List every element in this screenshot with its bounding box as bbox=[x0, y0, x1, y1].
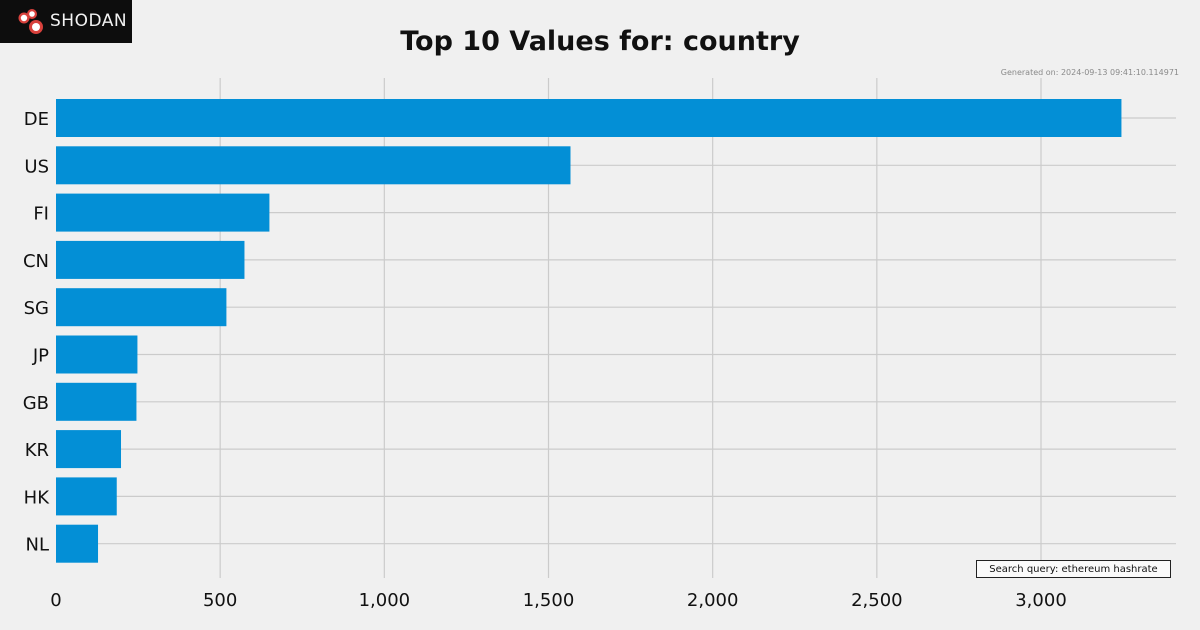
bar-gb bbox=[56, 382, 137, 421]
y-tick-label: CN bbox=[23, 251, 49, 272]
bar-hk bbox=[56, 477, 117, 516]
brand-name: SHODAN bbox=[50, 11, 128, 31]
x-tick-label: 0 bbox=[50, 590, 61, 611]
shodan-logo-icon bbox=[18, 9, 43, 34]
x-tick-label: 1,000 bbox=[359, 590, 411, 611]
y-tick-label: SG bbox=[24, 298, 49, 319]
chart-title: Top 10 Values for: country bbox=[400, 26, 800, 57]
bar-de bbox=[56, 99, 1122, 137]
bar-jp bbox=[56, 335, 138, 374]
x-tick-label: 2,500 bbox=[851, 590, 903, 611]
y-tick-label: DE bbox=[24, 109, 49, 130]
bar-fi bbox=[56, 193, 270, 232]
shodan-logo: SHODAN bbox=[0, 0, 132, 43]
search-query-box: Search query: ethereum hashrate bbox=[976, 560, 1171, 578]
bar-sg bbox=[56, 288, 227, 327]
bar-cn bbox=[56, 240, 245, 279]
generated-timestamp: Generated on: 2024-09-13 09:41:10.114971 bbox=[1000, 68, 1179, 77]
y-tick-label: FI bbox=[33, 204, 49, 225]
y-tick-label: HK bbox=[24, 487, 51, 508]
x-tick-label: 500 bbox=[203, 590, 237, 611]
x-tick-label: 1,500 bbox=[523, 590, 575, 611]
x-tick-label: 3,000 bbox=[1015, 590, 1067, 611]
y-tick-label: NL bbox=[26, 535, 50, 556]
y-tick-label: GB bbox=[23, 393, 49, 414]
y-tick-label: JP bbox=[32, 346, 49, 367]
x-tick-label: 2,000 bbox=[687, 590, 739, 611]
y-tick-label: KR bbox=[25, 440, 49, 461]
bar-kr bbox=[56, 430, 122, 469]
bar-nl bbox=[56, 524, 99, 563]
y-tick-label: US bbox=[24, 156, 49, 177]
bar-us bbox=[56, 146, 571, 185]
